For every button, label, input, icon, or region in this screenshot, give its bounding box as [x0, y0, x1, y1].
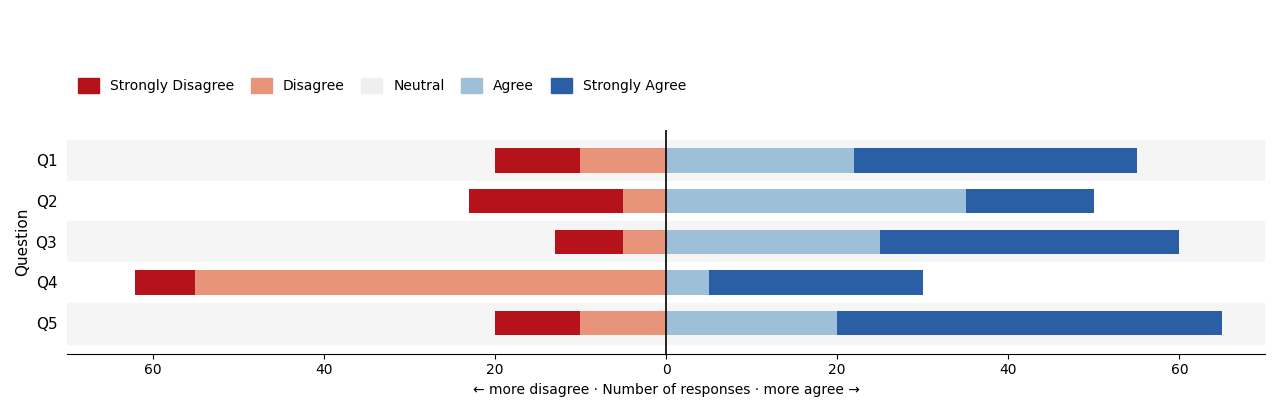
Bar	[67, 221, 1265, 262]
Bar	[196, 270, 666, 295]
Bar	[136, 270, 196, 295]
Bar	[666, 189, 965, 213]
Bar	[67, 303, 1265, 344]
Bar	[67, 262, 1265, 303]
Bar	[666, 311, 837, 335]
Bar	[837, 311, 1222, 335]
X-axis label: ← more disagree · Number of responses · more agree →: ← more disagree · Number of responses · …	[472, 383, 859, 397]
Bar	[580, 148, 666, 173]
Legend: Strongly Disagree, Disagree, Neutral, Agree, Strongly Agree: Strongly Disagree, Disagree, Neutral, Ag…	[74, 74, 690, 97]
Bar	[965, 189, 1094, 213]
Bar	[854, 148, 1137, 173]
Bar	[67, 140, 1265, 181]
Bar	[709, 270, 923, 295]
Bar	[623, 229, 666, 254]
Bar	[495, 311, 580, 335]
Bar	[666, 148, 854, 173]
Bar	[580, 311, 666, 335]
Bar	[470, 189, 623, 213]
Bar	[666, 229, 879, 254]
Bar	[67, 181, 1265, 221]
Y-axis label: Question: Question	[15, 208, 29, 276]
Bar	[666, 270, 709, 295]
Bar	[623, 189, 666, 213]
Bar	[879, 229, 1179, 254]
Bar	[554, 229, 623, 254]
Bar	[495, 148, 580, 173]
